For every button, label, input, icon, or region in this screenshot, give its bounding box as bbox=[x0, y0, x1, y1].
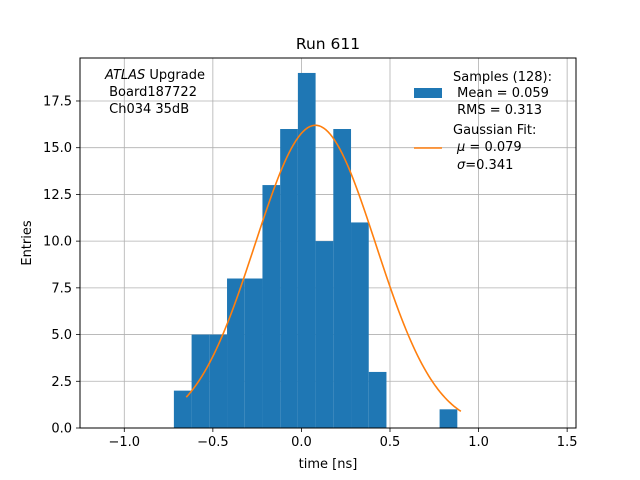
x-axis-title: time [ns] bbox=[299, 457, 358, 472]
annotation-board: Board187722 bbox=[105, 85, 197, 100]
histogram-bar bbox=[351, 222, 369, 428]
plot-frame bbox=[79, 57, 577, 429]
histogram-bars bbox=[173, 72, 458, 428]
y-tick-label: 10.0 bbox=[43, 235, 72, 250]
histogram-bar bbox=[297, 72, 316, 428]
svg-text:μ = 0.079: μ = 0.079 bbox=[456, 140, 522, 155]
svg-text:σ=0.341: σ=0.341 bbox=[457, 158, 513, 173]
histogram-bar bbox=[315, 241, 334, 428]
histogram-bar bbox=[191, 334, 210, 428]
x-tick-label: 0.0 bbox=[291, 435, 312, 450]
histogram-bar bbox=[280, 129, 298, 428]
legend-fit-title: Gaussian Fit: bbox=[453, 123, 536, 138]
legend: Samples (128): Mean = 0.059 RMS = 0.313 … bbox=[414, 70, 552, 173]
x-tick-label: −0.5 bbox=[197, 435, 229, 450]
y-tick-label: 12.5 bbox=[43, 188, 72, 203]
y-axis-ticks: 0.0 2.5 5.0 7.5 10.0 12.5 15.0 17.5 bbox=[43, 94, 80, 437]
svg-text:ATLAS Upgrade: ATLAS Upgrade bbox=[104, 68, 205, 83]
histogram-bar bbox=[262, 185, 281, 428]
x-tick-label: 1.0 bbox=[468, 435, 489, 450]
histogram-bar bbox=[333, 129, 352, 428]
chart-title: Run 611 bbox=[296, 35, 360, 53]
x-tick-label: 1.5 bbox=[557, 435, 578, 450]
legend-hist-rms: RMS = 0.313 bbox=[453, 103, 542, 118]
annotation-atlas: ATLAS bbox=[104, 68, 145, 83]
x-tick-label: 0.5 bbox=[380, 435, 401, 450]
y-tick-label: 0.0 bbox=[51, 422, 72, 437]
histogram-bar bbox=[368, 371, 387, 428]
legend-fit-mu-value: = 0.079 bbox=[465, 140, 521, 155]
legend-hist-mean: Mean = 0.059 bbox=[453, 86, 549, 101]
annotation-upgrade: Upgrade bbox=[145, 68, 205, 83]
gaussian-fit-line bbox=[185, 124, 462, 412]
histogram-bar bbox=[227, 278, 245, 428]
legend-fit-sigma-value: =0.341 bbox=[465, 158, 513, 173]
legend-hist-swatch bbox=[414, 88, 442, 98]
detector-annotation: ATLAS Upgrade Board187722 Ch034 35dB bbox=[104, 68, 205, 117]
y-tick-label: 5.0 bbox=[51, 328, 72, 343]
histogram-bar bbox=[244, 278, 263, 428]
gaussian-fit-curve bbox=[185, 124, 462, 412]
x-tick-label: −1.0 bbox=[108, 435, 140, 450]
histogram-bar bbox=[173, 390, 192, 428]
y-tick-label: 7.5 bbox=[51, 281, 72, 296]
legend-fit-mu-symbol: μ bbox=[456, 140, 465, 155]
x-axis-ticks: −1.0 −0.5 0.0 0.5 1.0 1.5 bbox=[108, 428, 577, 450]
y-tick-label: 17.5 bbox=[43, 94, 72, 109]
legend-hist-title: Samples (128): bbox=[453, 70, 552, 85]
annotation-channel: Ch034 35dB bbox=[105, 102, 189, 117]
y-axis-title: Entries bbox=[20, 220, 35, 266]
histogram-bar bbox=[439, 409, 458, 428]
histogram-bar bbox=[209, 334, 228, 428]
y-tick-label: 2.5 bbox=[51, 375, 72, 390]
legend-fit-sigma-symbol: σ bbox=[457, 158, 466, 173]
y-tick-label: 15.0 bbox=[43, 141, 72, 156]
